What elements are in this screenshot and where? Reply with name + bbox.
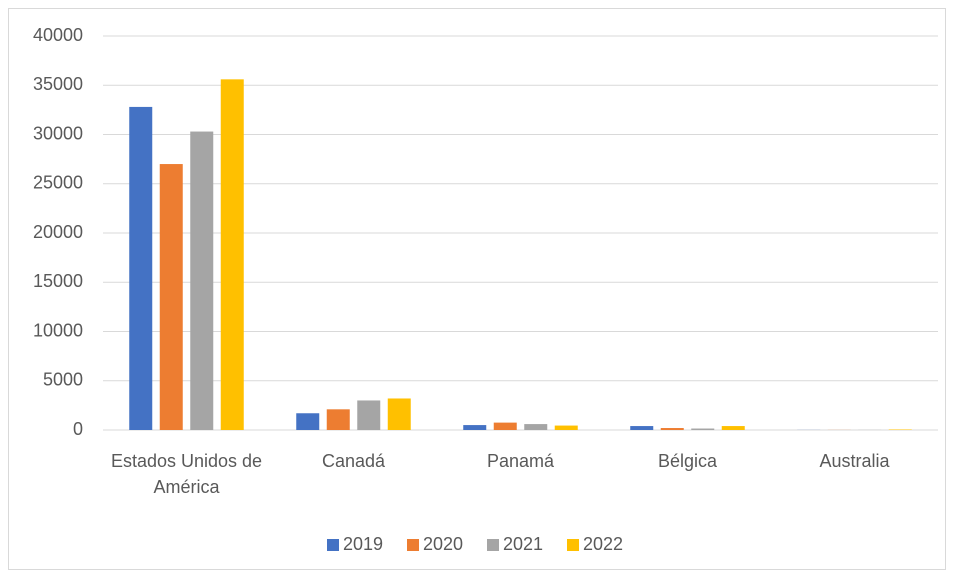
y-tick-label: 15000 [33,271,83,291]
x-tick-label: Bélgica [657,451,718,471]
legend-label: 2020 [423,534,463,554]
y-tick-label: 35000 [33,74,83,94]
bar [524,424,548,430]
legend-swatch [567,539,579,551]
y-tick-label: 40000 [33,25,83,45]
x-tick-label: Estados Unidos de América [110,451,263,497]
x-tick-label: Australia [819,451,890,471]
legend-label: 2019 [343,534,383,554]
y-tick-label: 10000 [33,320,83,340]
bar [190,131,214,431]
bar [129,106,153,431]
bar [721,426,745,430]
bar [493,422,517,430]
bar [463,425,487,430]
y-tick-label: 5000 [43,370,83,390]
y-tick-label: 0 [73,419,83,439]
bar [357,400,381,430]
bar [660,428,684,430]
x-tick-label: Panamá [486,451,555,471]
legend-label: 2021 [503,534,543,554]
legend-swatch [487,539,499,551]
bar [220,79,244,430]
bar [296,413,320,430]
bar [554,425,578,430]
legend-label: 2022 [583,534,623,554]
bar [691,428,715,430]
x-tick-label: Canadá [321,451,386,471]
y-tick-label: 20000 [33,222,83,242]
bar [159,164,183,431]
bar [630,426,654,430]
y-tick-label: 25000 [33,173,83,193]
bar [326,409,350,430]
y-tick-label: 30000 [33,123,83,143]
legend-swatch [407,539,419,551]
legend-swatch [327,539,339,551]
bar [387,398,411,430]
